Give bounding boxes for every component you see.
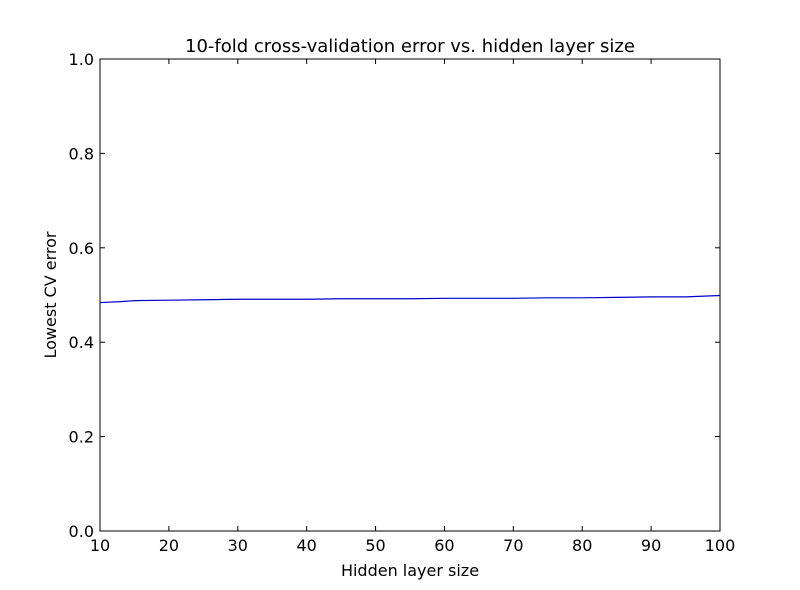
y-axis-label: Lowest CV error: [41, 231, 60, 358]
series-line: [99, 294, 721, 304]
x-tick-label: 90: [641, 536, 661, 555]
x-tick-label: 80: [572, 536, 592, 555]
y-tick-label: 0.4: [69, 333, 94, 352]
plot-frame: [99, 58, 721, 532]
x-tick-label: 10: [90, 536, 110, 555]
x-tick-label: 60: [434, 536, 454, 555]
y-tick-label: 0.0: [69, 522, 94, 541]
x-axis-label: Hidden layer size: [341, 561, 479, 580]
x-tick-label: 40: [296, 536, 316, 555]
x-tick-label: 100: [705, 536, 736, 555]
axis-ticks: 10 20 30 40 50 60 70 80 90 100 0.0 0.2 0.4 0.6 0.8 1.0: [69, 50, 736, 555]
y-tick-label: 1.0: [69, 50, 94, 69]
y-tick-label: 0.2: [69, 428, 94, 447]
x-tick-label: 30: [228, 536, 248, 555]
chart-title: 10-fold cross-validation error vs. hidde…: [185, 36, 635, 57]
x-tick-label: 50: [365, 536, 385, 555]
x-tick-label: 20: [159, 536, 179, 555]
x-tick-label: 70: [503, 536, 523, 555]
y-tick-label: 0.8: [69, 144, 94, 163]
y-tick-label: 0.6: [69, 239, 94, 258]
